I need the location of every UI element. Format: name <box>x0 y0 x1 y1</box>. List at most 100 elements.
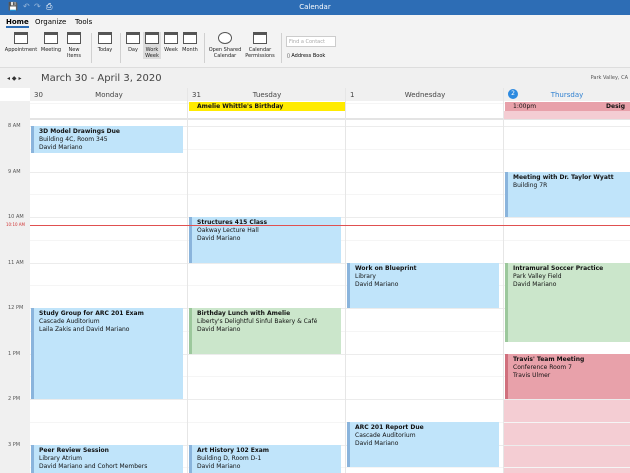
event-who: David Mariano <box>197 235 241 242</box>
event-loc: Conference Room 7 <box>513 363 573 371</box>
event-who: Travis Ulmer <box>513 371 551 379</box>
calendar-event[interactable]: ARC 201 Report Due Cascade Auditorium Davi… <box>347 421 499 468</box>
window-title: Calendar <box>299 3 331 11</box>
calendar-event[interactable]: Travis' Team Meeting Conference Room 7 Tra… <box>505 353 630 399</box>
event-title: 3D Model Drawings Due <box>39 128 120 135</box>
work-week-view-button[interactable]: Work Week <box>143 32 161 59</box>
day-number: 30 <box>34 91 43 99</box>
event-time: 1:00pm <box>513 103 537 110</box>
undo-icon[interactable]: ↶ <box>23 2 30 11</box>
event-title: Peer Review Session <box>39 446 109 454</box>
day-view-button[interactable]: Day <box>124 32 142 53</box>
event-who: David Mariano <box>197 326 241 333</box>
print-icon[interactable]: ⎙ <box>46 2 53 11</box>
calendar-event[interactable]: Structures 415 Class Oakway Lecture Hall D… <box>189 217 341 263</box>
find-contact-input[interactable]: Find a Contact <box>286 36 336 47</box>
calendar-permissions-button[interactable]: Calendar Permissions <box>243 32 277 59</box>
day-name: Thursday <box>550 91 584 99</box>
date-navigation-bar: ◂ ◆ ▸ March 30 - April 3, 2020 Park Vall… <box>0 68 630 88</box>
date-range: March 30 - April 3, 2020 <box>41 73 162 84</box>
busy-block <box>504 399 630 473</box>
redo-icon[interactable]: ↷ <box>34 2 41 11</box>
hour-line <box>30 126 630 127</box>
all-day-event[interactable]: Amelie Whittle's Birthday <box>189 102 345 111</box>
tab-tools[interactable]: Tools <box>75 18 93 26</box>
location[interactable]: Park Valley, CA <box>590 75 628 81</box>
day-header-monday[interactable]: 30 Monday <box>30 88 188 101</box>
event-loc: Park Valley Field <box>513 272 562 280</box>
hour-label: 10 AM <box>8 214 24 220</box>
calendar-event[interactable]: Study Group for ARC 201 Exam Cascade Audi… <box>31 308 183 399</box>
event-title: Birthday Lunch with Amelie <box>197 310 291 317</box>
day-header-thursday[interactable]: 2 Thursday <box>504 88 630 101</box>
event-title: Art History 102 Exam <box>197 446 270 454</box>
label: Address Book <box>291 53 326 59</box>
label: Day <box>128 47 138 53</box>
hour-line <box>30 171 630 173</box>
day-name: Tuesday <box>252 91 282 99</box>
event-who: David Mariano <box>513 280 557 288</box>
label: Open Shared Calendar <box>208 47 242 59</box>
day-name: Monday <box>95 91 123 99</box>
event-title: Intramural Soccer Practice <box>513 264 604 272</box>
all-day-event[interactable]: 1:00pm Desig <box>505 102 630 111</box>
day-number: 31 <box>192 91 201 99</box>
save-icon[interactable]: 💾 <box>8 2 18 11</box>
event-title: Structures 415 Class <box>197 219 268 226</box>
label: Appointment <box>4 47 38 53</box>
day-header-tuesday[interactable]: 31 Tuesday <box>188 88 346 101</box>
shared-icon <box>218 32 232 44</box>
calendar-event[interactable]: Meeting with Dr. Taylor Wyatt Building 7R <box>505 171 630 217</box>
all-day-cell[interactable] <box>346 101 504 120</box>
event-loc: Oakway Lecture Hall <box>197 227 259 234</box>
title-bar: 💾 ↶ ↷ ⎙ Calendar <box>0 0 630 15</box>
calendar-icon <box>14 32 28 44</box>
calendar-event[interactable]: 3D Model Drawings Due Building 4C, Room 3… <box>31 126 183 154</box>
ribbon-tabs: Home Organize Tools <box>0 15 630 29</box>
divider <box>120 33 121 63</box>
today-button[interactable]: Today <box>95 32 115 53</box>
month-view-button[interactable]: Month <box>181 32 199 53</box>
divider <box>91 33 92 63</box>
hour-label: 9 AM <box>8 168 21 175</box>
calendar-event[interactable]: Birthday Lunch with Amelie Liberty's Deli… <box>189 308 341 354</box>
day-header-wednesday[interactable]: 1 Wednesday <box>346 88 504 101</box>
current-time-label: 10:10 AM <box>6 222 25 227</box>
ribbon: Appointment Meeting New Items Today Day … <box>0 29 630 68</box>
appointment-button[interactable]: Appointment <box>4 32 38 53</box>
event-loc: Cascade Auditorium <box>39 318 100 325</box>
tab-home[interactable]: Home <box>6 18 29 28</box>
day-icon <box>126 32 140 44</box>
hour-label: 12 PM <box>8 305 24 311</box>
half-hour-line <box>30 421 630 423</box>
calendar-event[interactable]: Peer Review Session Library Atrium David M… <box>31 444 183 473</box>
day-divider <box>187 88 188 473</box>
divider <box>204 33 205 63</box>
event-loc: Library <box>355 272 376 280</box>
address-book-button[interactable]: ▯ Address Book <box>287 53 325 59</box>
busy-block <box>504 111 630 119</box>
label: Calendar Permissions <box>245 47 275 59</box>
event-title: Work on Blueprint <box>355 264 417 272</box>
month-icon <box>183 32 197 44</box>
calendar-event[interactable]: Intramural Soccer Practice Park Valley Fi… <box>505 262 630 343</box>
new-items-button[interactable]: New Items <box>64 32 84 59</box>
week-view-button[interactable]: Week <box>162 32 180 53</box>
all-day-cell[interactable] <box>30 101 188 120</box>
event-loc: Cascade Auditorium <box>355 431 416 439</box>
event-who: David Mariano <box>39 144 83 151</box>
open-shared-calendar-button[interactable]: Open Shared Calendar <box>207 32 243 59</box>
divider <box>281 33 282 63</box>
tab-organize[interactable]: Organize <box>35 18 67 26</box>
calendar-event[interactable]: Work on Blueprint Library David Mariano <box>347 262 499 308</box>
calendar-event[interactable]: Art History 102 Exam Building D, Room D-1… <box>189 444 341 473</box>
hour-line <box>30 353 630 355</box>
half-hour-line <box>30 376 630 378</box>
work-week-icon <box>145 32 159 44</box>
prev-next-icons[interactable]: ◂ ◆ ▸ <box>7 75 22 82</box>
address-book-icon: ▯ <box>287 53 292 59</box>
hour-line <box>30 262 630 264</box>
day-number: 1 <box>350 91 355 99</box>
event-loc: Building D, Room D-1 <box>197 454 262 462</box>
meeting-button[interactable]: Meeting <box>40 32 62 53</box>
